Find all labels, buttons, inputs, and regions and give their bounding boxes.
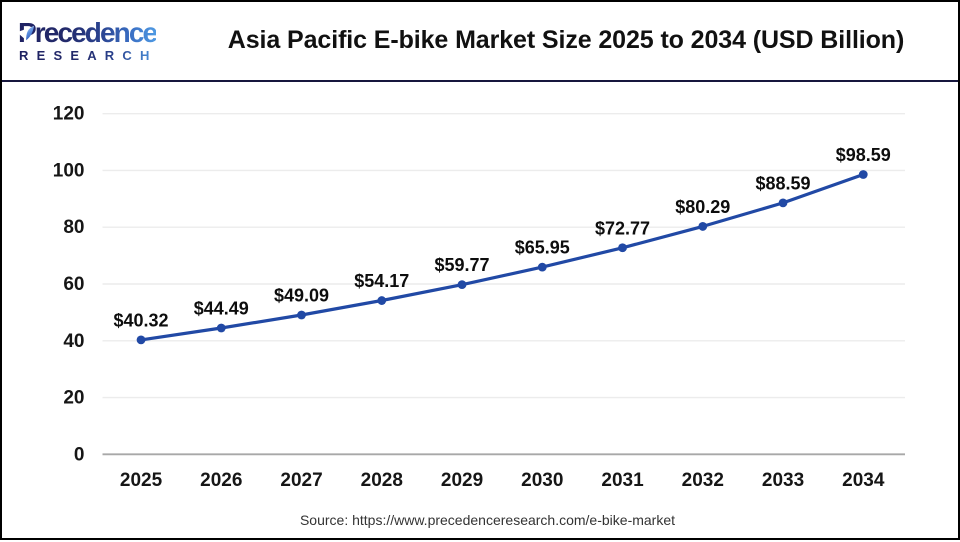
data-point-marker — [136, 335, 146, 345]
source-attribution: Source: https://www.precedenceresearch.c… — [299, 512, 676, 528]
data-point-marker — [377, 296, 387, 305]
y-tick-label: 40 — [63, 331, 84, 352]
x-tick-label: 2029 — [441, 470, 483, 491]
data-point-marker — [216, 323, 226, 333]
data-point-label: $54.17 — [354, 271, 409, 291]
x-tick-label: 2034 — [842, 470, 885, 491]
header: Precedence RESEARCH Asia Pacific E-bike … — [2, 2, 958, 82]
data-point-marker — [618, 243, 627, 253]
x-tick-label: 2030 — [521, 470, 563, 491]
data-point-label: $49.09 — [274, 285, 329, 305]
data-point-label: $40.32 — [113, 310, 168, 330]
data-point-label: $80.29 — [675, 197, 730, 217]
data-point-marker — [858, 170, 868, 179]
x-tick-label: 2028 — [361, 470, 403, 491]
y-tick-label: 120 — [53, 104, 85, 125]
data-point-label: $44.49 — [194, 299, 249, 319]
x-tick-label: 2027 — [280, 470, 322, 491]
logo-wordmark: Precedence — [18, 17, 158, 48]
data-point-label: $98.59 — [836, 145, 891, 165]
y-tick-label: 0 — [74, 444, 85, 465]
y-tick-label: 80 — [63, 217, 84, 238]
data-point-label: $59.77 — [434, 255, 489, 275]
data-point-label: $88.59 — [755, 173, 810, 193]
x-tick-label: 2032 — [682, 470, 724, 491]
data-point-marker — [297, 310, 306, 320]
page-title: Asia Pacific E-bike Market Size 2025 to … — [227, 26, 905, 54]
header-separator — [2, 79, 958, 82]
data-point-marker — [698, 222, 708, 231]
y-tick-label: 20 — [63, 388, 84, 409]
logo-leaf-icon — [17, 25, 34, 40]
data-point-label: $65.95 — [515, 238, 570, 258]
x-tick-label: 2025 — [120, 470, 163, 491]
trend-line — [139, 172, 865, 342]
x-tick-label: 2033 — [762, 470, 804, 491]
x-tick-label: 2031 — [601, 470, 644, 491]
data-point-marker — [537, 262, 547, 272]
logo-subtitle: RESEARCH — [19, 48, 158, 63]
data-point-marker — [457, 280, 467, 290]
y-tick-label: 60 — [63, 274, 84, 295]
x-tick-label: 2026 — [200, 470, 242, 491]
y-tick-label: 100 — [53, 160, 85, 181]
brand-logo: Precedence RESEARCH — [17, 17, 158, 63]
data-point-marker — [778, 198, 788, 208]
data-point-label: $72.77 — [595, 218, 650, 238]
